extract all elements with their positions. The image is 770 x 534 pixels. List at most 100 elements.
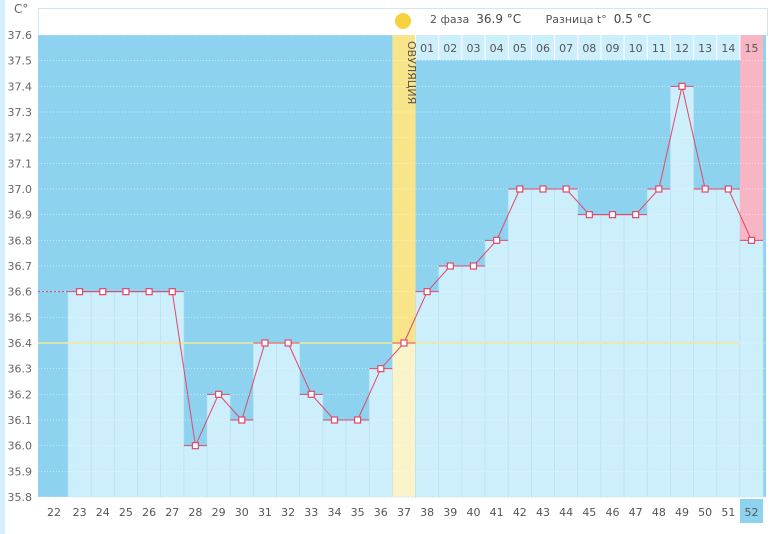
y-tick-label: 37.2: [8, 132, 33, 145]
phase2-day-label: 06: [536, 42, 550, 55]
day-bar: [229, 419, 254, 498]
day-label: 37: [397, 506, 411, 519]
phase2-day-label: 14: [721, 42, 735, 55]
day-label: 30: [235, 506, 249, 519]
data-point: [400, 339, 408, 347]
last-day-header: [739, 35, 764, 60]
data-point: [238, 416, 246, 424]
ovulation-label: ОВУЛЯЦИЯ: [405, 41, 418, 104]
day-label: 45: [582, 506, 596, 519]
phase2-day-label: 12: [675, 42, 689, 55]
y-tick-label: 36.9: [8, 209, 33, 222]
y-tick-label: 36.0: [8, 440, 33, 453]
y-tick-label: 37.1: [8, 157, 33, 170]
data-point: [191, 442, 200, 450]
data-point: [747, 236, 756, 244]
day-label: 47: [629, 506, 643, 519]
day-label: 22: [47, 506, 61, 519]
y-tick-label: 36.6: [8, 286, 33, 299]
day-bar: [438, 265, 463, 498]
day-label: 29: [212, 506, 226, 519]
phase2-day-label: 04: [490, 42, 504, 55]
phase2-day-label: 05: [513, 42, 527, 55]
data-point: [75, 288, 84, 296]
unit-label: C°: [14, 2, 29, 16]
day-label: 43: [536, 506, 550, 519]
data-point: [562, 185, 570, 193]
data-point: [122, 288, 130, 296]
phase2-day-label: 15: [745, 42, 759, 55]
day-label: 25: [119, 506, 133, 519]
phase2-day-label: 07: [559, 42, 573, 55]
day-label: 36: [374, 506, 388, 519]
phase-value: 36.9 °C: [476, 12, 522, 26]
y-tick-label: 37.4: [8, 80, 33, 93]
y-tick-label: 36.2: [8, 388, 33, 401]
day-label: 33: [304, 506, 318, 519]
day-label: 24: [96, 506, 110, 519]
data-point: [215, 390, 223, 398]
y-tick-label: 37.3: [8, 106, 33, 119]
data-point: [284, 339, 292, 347]
phase2-day-label: 03: [466, 42, 480, 55]
phase2-day-label: 09: [605, 42, 619, 55]
day-bar: [600, 214, 625, 498]
day-label: 40: [466, 506, 480, 519]
data-point: [469, 262, 478, 270]
data-point: [632, 211, 640, 219]
data-point: [354, 416, 362, 424]
y-tick-label: 36.3: [8, 363, 33, 376]
phase2-day-label: 08: [582, 42, 596, 55]
data-point: [145, 288, 153, 296]
day-label: 35: [351, 506, 365, 519]
phase-label: 2 фаза: [430, 13, 470, 26]
data-point: [168, 288, 176, 296]
day-label: 48: [652, 506, 666, 519]
data-point: [585, 211, 593, 219]
diff-label: Разница t°: [545, 13, 607, 26]
day-label: 42: [513, 506, 527, 519]
phase-info: 2 фаза 36.9 °C Разница t° 0.5 °C: [430, 12, 651, 26]
day-label: 39: [443, 506, 457, 519]
data-point: [678, 82, 686, 90]
current-day-highlight: [739, 499, 764, 523]
day-label: 51: [721, 506, 735, 519]
phase2-day-label: 11: [652, 42, 666, 55]
phase2-day-label: 01: [420, 42, 434, 55]
data-point: [261, 339, 269, 347]
day-bar: [345, 419, 370, 498]
day-bar: [322, 419, 347, 498]
day-bar: [670, 86, 694, 498]
phase2-header: [415, 35, 764, 60]
diff-value: 0.5 °C: [613, 12, 652, 26]
day-label: 28: [188, 506, 202, 519]
day-label: 50: [698, 506, 712, 519]
day-label: 26: [142, 506, 156, 519]
sun-icon: [395, 13, 411, 29]
y-tick-label: 37.6: [8, 29, 33, 42]
data-point: [307, 390, 315, 398]
day-label: 34: [327, 506, 341, 519]
phase2-day-label: 02: [443, 42, 457, 55]
y-tick-label: 36.5: [8, 311, 33, 324]
data-point: [330, 416, 339, 424]
phase2-day-label: 13: [698, 42, 712, 55]
data-point: [608, 211, 617, 219]
data-point: [516, 185, 524, 193]
temperature-line: [79, 86, 752, 448]
left-scrollbar[interactable]: [0, 0, 5, 534]
y-tick-label: 36.4: [8, 337, 33, 350]
day-label: 41: [490, 506, 504, 519]
y-tick-label: 37.0: [8, 183, 33, 196]
phase2-day-label: 10: [629, 42, 643, 55]
day-label: 23: [73, 506, 87, 519]
day-bar: [623, 214, 648, 498]
data-point: [701, 185, 709, 193]
day-bar: [577, 214, 602, 498]
y-tick-label: 36.1: [8, 414, 33, 427]
day-label: 32: [281, 506, 295, 519]
day-label: 44: [559, 506, 573, 519]
data-point: [446, 262, 454, 270]
y-tick-label: 36.7: [8, 260, 33, 273]
